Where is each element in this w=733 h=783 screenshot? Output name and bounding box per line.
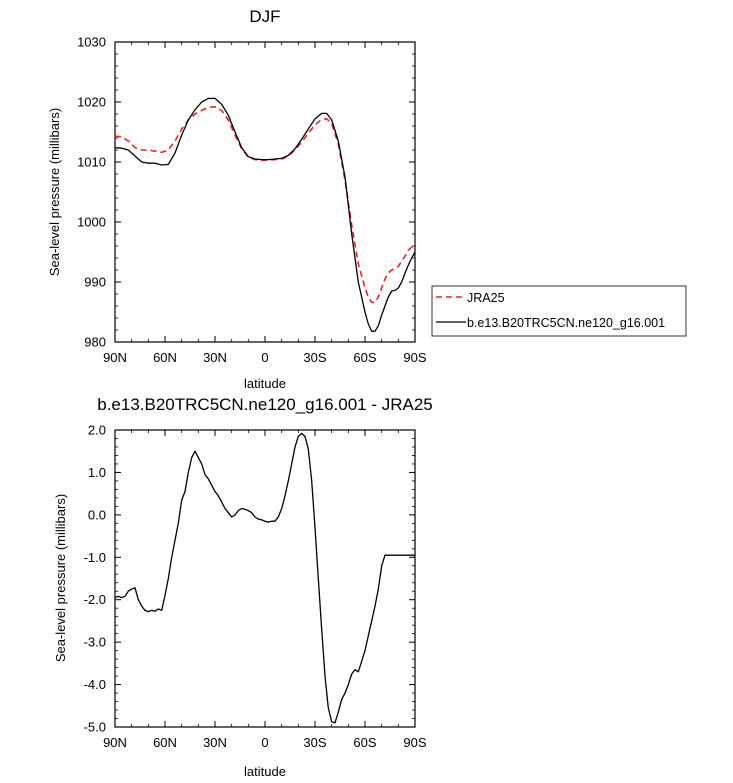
y-tick-label: -5.0 xyxy=(84,720,106,735)
x-tick-label: 30S xyxy=(303,735,326,750)
y-tick-label: 1020 xyxy=(77,95,106,110)
x-tick-label: 60S xyxy=(353,735,376,750)
series-line-1 xyxy=(114,97,416,332)
top-panel-title: DJF xyxy=(249,7,280,26)
bottom-axis-ticks: 90N 60N 30N 0 30S 60S 90S 2.0 1.0 0.0 -1.0 -2.0 -3.0… xyxy=(84,423,427,751)
bottom-panel-difference: b.e13.B20TRC5CN.ne120_g16.001 - JRA25 90… xyxy=(53,395,433,779)
y-tick-label: 1000 xyxy=(77,215,106,230)
y-tick-label: -1.0 xyxy=(84,550,106,565)
x-tick-label: 60N xyxy=(153,735,177,750)
bottom-series-lines xyxy=(114,432,415,724)
x-tick-label: 30N xyxy=(203,350,227,365)
x-tick-label: 90N xyxy=(103,735,127,750)
y-tick-label: 990 xyxy=(84,275,106,290)
top-axis-ticks: 90N 60N 30N 0 30S 60S 90S 980 990 1000 1010 1020 103… xyxy=(77,35,427,366)
x-tick-label: 30N xyxy=(203,735,227,750)
legend-box xyxy=(431,285,687,337)
y-tick-label: -4.0 xyxy=(84,677,106,692)
x-tick-label: 30S xyxy=(303,350,326,365)
top-x-axis-label: latitude xyxy=(244,376,286,391)
x-tick-label: 0 xyxy=(261,735,268,750)
top-series-lines xyxy=(114,97,416,332)
series-line-0 xyxy=(114,106,416,304)
series-line-0 xyxy=(114,432,415,724)
x-tick-label: 60N xyxy=(153,350,177,365)
y-tick-label: -3.0 xyxy=(84,635,106,650)
top-panel-djf: DJF 90N 60N 30N 0 30S 60S 90S 980 990 1000 1010 102… xyxy=(47,7,427,391)
x-tick-label: 90S xyxy=(403,350,426,365)
x-tick-label: 0 xyxy=(261,350,268,365)
x-tick-label: 90S xyxy=(403,735,426,750)
legend-label-model: b.e13.B20TRC5CN.ne120_g16.001 xyxy=(467,316,665,330)
y-tick-label: 980 xyxy=(84,335,106,350)
bottom-plot-frame xyxy=(114,429,416,728)
bottom-panel-title: b.e13.B20TRC5CN.ne120_g16.001 - JRA25 xyxy=(97,395,433,414)
legend-label-jra25: JRA25 xyxy=(467,291,505,305)
y-tick-label: 1030 xyxy=(77,35,106,50)
y-tick-label: 2.0 xyxy=(88,423,106,438)
bottom-y-axis-label: Sea-level pressure (millibars) xyxy=(53,494,68,662)
bottom-x-axis-label: latitude xyxy=(244,764,286,779)
x-tick-label: 90N xyxy=(103,350,127,365)
top-plot-frame xyxy=(114,41,416,343)
y-tick-label: 1010 xyxy=(77,155,106,170)
top-y-axis-label: Sea-level pressure (millibars) xyxy=(47,108,62,276)
legend: JRA25 b.e13.B20TRC5CN.ne120_g16.001 xyxy=(431,285,687,337)
x-tick-label: 60S xyxy=(353,350,376,365)
y-tick-label: 1.0 xyxy=(88,465,106,480)
y-tick-label: 0.0 xyxy=(88,507,106,522)
y-tick-label: -2.0 xyxy=(84,592,106,607)
